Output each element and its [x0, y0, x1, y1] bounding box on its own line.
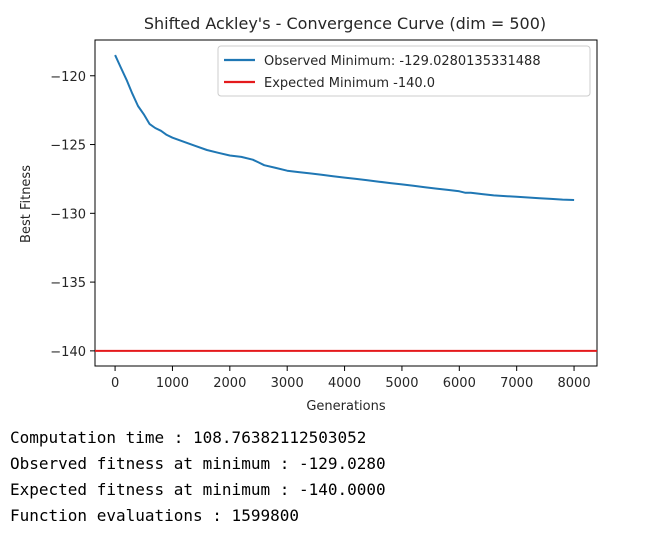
x-tick-label: 7000: [500, 376, 533, 391]
expected-fitness-line: Expected fitness at minimum : -140.0000: [10, 480, 386, 499]
y-tick-label: −120: [50, 70, 86, 85]
x-tick-label: 2000: [213, 376, 246, 391]
observed-fitness-line: Observed fitness at minimum : -129.0280: [10, 454, 386, 473]
x-tick-label: 5000: [385, 376, 418, 391]
convergence-chart: Shifted Ackley's - Convergence Curve (di…: [19, 14, 598, 414]
x-tick-label: 8000: [558, 376, 591, 391]
y-tick-label: −125: [50, 139, 86, 154]
y-axis-ticks: −120 −125 −130 −135 −140: [50, 70, 95, 360]
series-layer: [95, 54, 597, 352]
y-axis-label: Best Fitness: [19, 165, 34, 243]
y-tick-label: −140: [50, 345, 86, 360]
console-output: Computation time : 108.76382112503052 Ob…: [10, 425, 386, 529]
x-tick-label: 4000: [328, 376, 361, 391]
x-tick-label: 0: [111, 376, 119, 391]
x-tick-label: 3000: [271, 376, 304, 391]
x-axis-ticks: 0 1000 2000 3000 4000 5000 6000 7000 8000: [111, 366, 591, 391]
x-tick-label: 6000: [443, 376, 476, 391]
function-evaluations-line: Function evaluations : 1599800: [10, 506, 299, 525]
legend-label-expected: Expected Minimum -140.0: [264, 76, 435, 91]
legend-box: [217, 45, 591, 97]
x-tick-label: 1000: [156, 376, 189, 391]
legend: Observed Minimum: -129.0280135331488 Exp…: [217, 45, 591, 97]
computation-time-line: Computation time : 108.76382112503052: [10, 428, 367, 447]
legend-label-observed: Observed Minimum: -129.0280135331488: [264, 54, 541, 69]
y-tick-label: −130: [50, 207, 86, 222]
y-tick-label: −135: [50, 276, 86, 291]
observed-minimum-line: [114, 54, 575, 201]
x-axis-label: Generations: [306, 399, 386, 414]
chart-title: Shifted Ackley's - Convergence Curve (di…: [144, 14, 546, 33]
